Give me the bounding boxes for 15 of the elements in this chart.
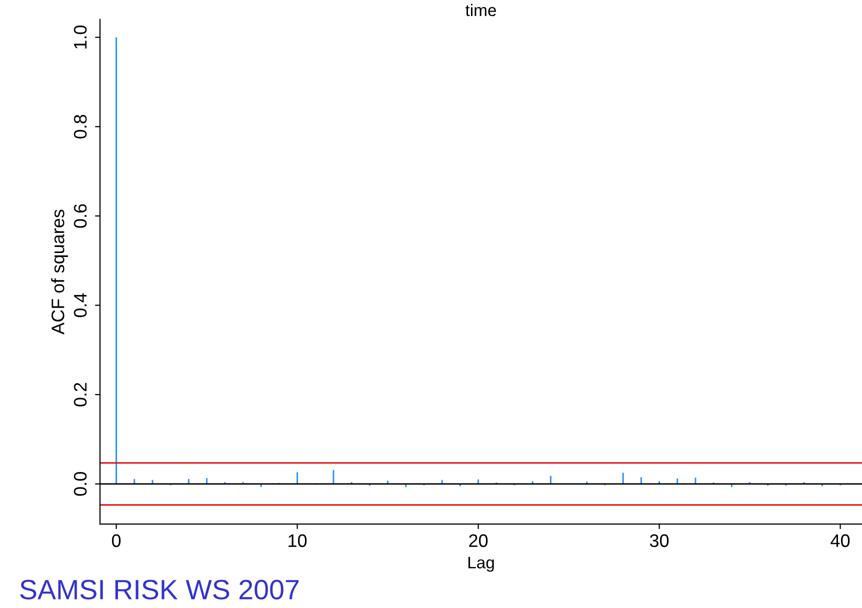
x-tick-label: 10 [288, 534, 307, 548]
x-tick-label: 0 [112, 534, 121, 548]
chart-title: time [466, 4, 496, 16]
x-tick-label: 20 [469, 534, 488, 548]
x-axis-title: Lag [468, 556, 494, 572]
text: SAMSI RISK WS 2007 [20, 580, 299, 600]
x-tick-label: 40 [830, 534, 850, 548]
y-tick-label: 1.0 [74, 25, 87, 48]
y-tick-label: 0.0 [74, 472, 87, 496]
y-tick-label: 0.8 [74, 114, 87, 138]
y-tick-label: 0.2 [74, 382, 87, 406]
x-tick-label: 30 [650, 534, 669, 548]
y-tick-label: 0.4 [74, 293, 87, 318]
y-axis-title: ACF of squares [51, 210, 68, 334]
y-tick-label: 0.6 [74, 204, 87, 228]
